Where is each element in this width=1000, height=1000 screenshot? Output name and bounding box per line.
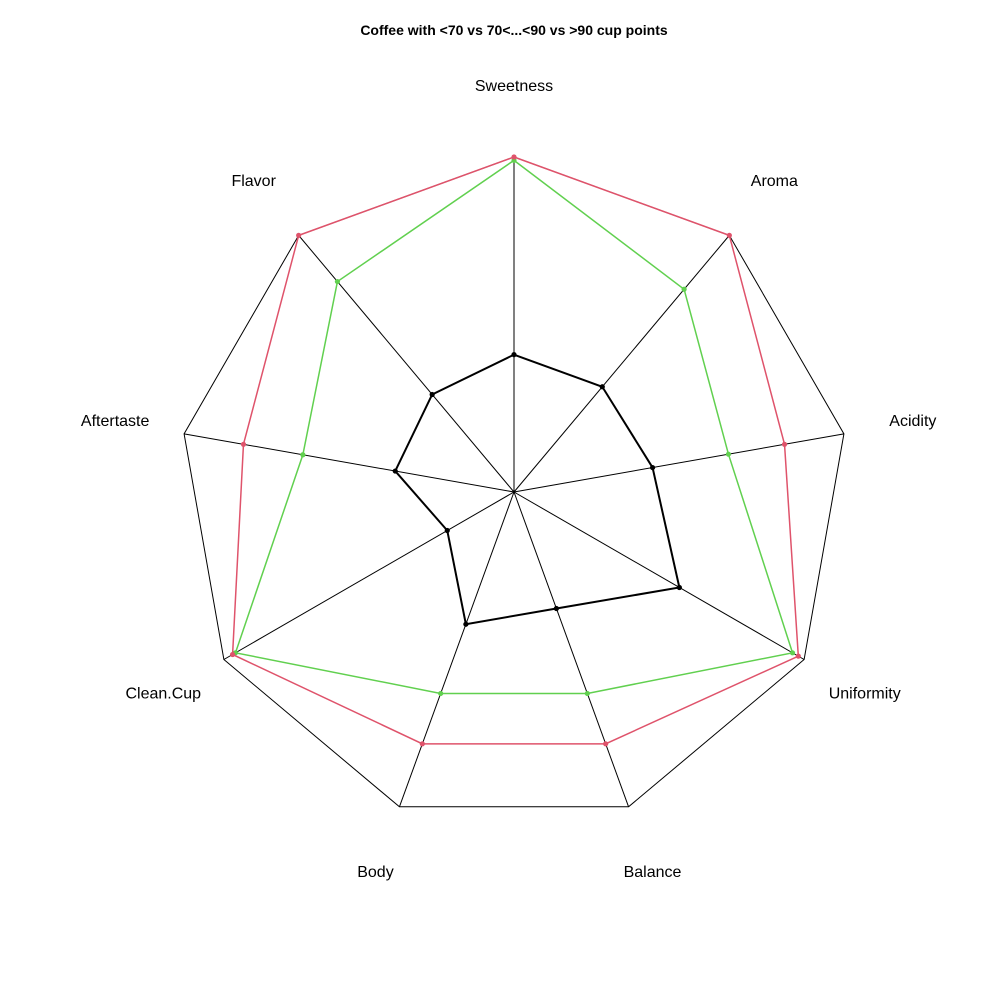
axis-spoke xyxy=(513,433,844,493)
series-line xyxy=(231,156,800,745)
series-point xyxy=(296,232,302,238)
series-point xyxy=(599,384,605,390)
axis-label: Aftertaste xyxy=(81,413,150,430)
axis-label: Acidity xyxy=(889,413,936,430)
series-point xyxy=(789,650,796,656)
axis-spoke xyxy=(513,491,805,660)
series-point xyxy=(511,154,517,160)
series-point xyxy=(781,441,788,447)
series-point xyxy=(681,286,687,292)
series-point xyxy=(795,653,801,659)
chart-title: Coffee with <70 vs 70<...<90 vs >90 cup … xyxy=(360,22,668,38)
radar-grid xyxy=(183,156,845,808)
axis-label: Balance xyxy=(624,864,682,881)
series-point xyxy=(240,441,247,447)
series-point xyxy=(334,278,341,285)
series-point xyxy=(392,468,398,474)
axis-spoke xyxy=(298,235,515,493)
series-point xyxy=(553,605,559,612)
series-point xyxy=(676,584,682,591)
axis-label: Aroma xyxy=(751,173,798,190)
axis-label: Clean.Cup xyxy=(125,686,201,703)
grid-outline xyxy=(183,156,845,808)
series-point xyxy=(419,741,425,747)
series-point xyxy=(463,621,469,627)
axis-label: Flavor xyxy=(231,173,276,190)
series-point xyxy=(429,391,435,398)
series-point xyxy=(300,452,306,458)
axis-label: Sweetness xyxy=(475,78,553,95)
axis-spoke xyxy=(184,433,515,493)
axis-label: Uniformity xyxy=(829,686,901,703)
series-point xyxy=(725,451,732,457)
series-point xyxy=(584,690,590,697)
axis-labels: Sweetness Aroma Acidity Uniformity Balance Bo… xyxy=(81,78,936,881)
axis-spoke xyxy=(223,491,515,660)
series-group xyxy=(229,154,801,747)
axis-spoke xyxy=(513,235,730,493)
series-point xyxy=(726,232,732,238)
series-line xyxy=(394,353,681,626)
series-line xyxy=(234,159,794,695)
series-point xyxy=(438,690,444,697)
series-point xyxy=(444,527,450,534)
axis-spoke xyxy=(513,491,630,807)
series-point xyxy=(229,651,236,658)
series-point xyxy=(603,741,609,747)
axis-label: Body xyxy=(357,864,393,881)
series-point xyxy=(649,464,656,471)
axis-spoke xyxy=(398,491,515,807)
series-point xyxy=(511,352,517,358)
